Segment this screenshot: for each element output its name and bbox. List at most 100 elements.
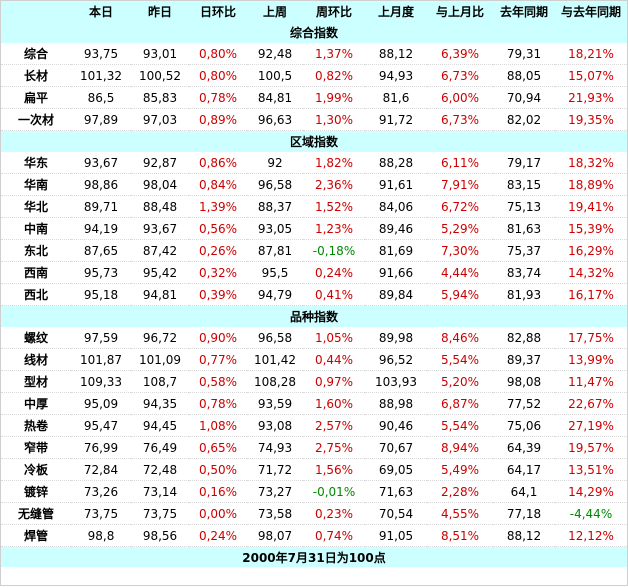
last-week-value: 88,37 (247, 195, 303, 218)
last-month-value: 70,54 (365, 502, 427, 525)
yesterday-value: 93,67 (131, 217, 189, 240)
base-date-note: 2000年7月31日为100点 (1, 546, 627, 567)
month-change: 4,44% (427, 261, 493, 284)
last-week-value: 71,72 (247, 458, 303, 481)
last-year-value: 75,13 (493, 195, 555, 218)
col-header-last-week: 上周 (247, 1, 303, 22)
month-change: 6,11% (427, 152, 493, 174)
last-month-value: 84,06 (365, 195, 427, 218)
week-change: 2,57% (303, 414, 365, 437)
month-change: 8,51% (427, 524, 493, 547)
last-week-value: 93,05 (247, 217, 303, 240)
price-index-table: 本日 昨日 日环比 上周 周环比 上月度 与上月比 去年同期 与去年同期 综合指… (1, 1, 627, 567)
last-week-value: 84,81 (247, 86, 303, 109)
year-change: 22,67% (555, 392, 627, 415)
last-month-value: 90,46 (365, 414, 427, 437)
last-year-value: 81,93 (493, 283, 555, 306)
year-change: 17,75% (555, 327, 627, 349)
day-change: 1,08% (189, 414, 247, 437)
last-year-value: 64,17 (493, 458, 555, 481)
table-row: 一次材 97,89 97,03 0,89% 96,63 1,30% 91,72 6,73% 82… (1, 108, 627, 131)
day-change: 0,24% (189, 524, 247, 547)
last-week-value: 95,5 (247, 261, 303, 284)
table-row: 焊管 98,8 98,56 0,24% 98,07 0,74% 91,05 8,51% 88,1… (1, 524, 627, 547)
last-month-value: 89,84 (365, 283, 427, 306)
week-change: 0,44% (303, 348, 365, 371)
table-row: 螺纹 97,59 96,72 0,90% 96,58 1,05% 89,98 8,46% 82,… (1, 327, 627, 349)
last-week-value: 96,58 (247, 327, 303, 349)
year-change: 16,17% (555, 283, 627, 306)
today-value: 109,33 (71, 370, 131, 393)
last-year-value: 75,37 (493, 239, 555, 262)
month-change: 8,46% (427, 327, 493, 349)
row-name: 扁平 (1, 86, 71, 109)
year-change: 15,07% (555, 64, 627, 87)
table-row: 中南 94,19 93,67 0,56% 93,05 1,23% 89,46 5,29% 81,… (1, 217, 627, 240)
col-header-year-change: 与去年同期 (555, 1, 627, 22)
yesterday-value: 85,83 (131, 86, 189, 109)
footer-row: 2000年7月31日为100点 (1, 546, 627, 567)
today-value: 97,59 (71, 327, 131, 349)
yesterday-value: 87,42 (131, 239, 189, 262)
today-value: 97,89 (71, 108, 131, 131)
table-row: 热卷 95,47 94,45 1,08% 93,08 2,57% 90,46 5,54% 75,… (1, 414, 627, 437)
month-change: 5,29% (427, 217, 493, 240)
last-year-value: 88,12 (493, 524, 555, 547)
week-change: 1,99% (303, 86, 365, 109)
yesterday-value: 96,72 (131, 327, 189, 349)
last-week-value: 101,42 (247, 348, 303, 371)
last-year-value: 98,08 (493, 370, 555, 393)
day-change: 0,32% (189, 261, 247, 284)
last-year-value: 64,1 (493, 480, 555, 503)
year-change: 12,12% (555, 524, 627, 547)
last-year-value: 77,18 (493, 502, 555, 525)
day-change: 0,26% (189, 239, 247, 262)
day-change: 0,84% (189, 173, 247, 196)
month-change: 6,39% (427, 43, 493, 65)
last-year-value: 82,88 (493, 327, 555, 349)
day-change: 0,58% (189, 370, 247, 393)
last-week-value: 100,5 (247, 64, 303, 87)
day-change: 0,00% (189, 502, 247, 525)
year-change: 13,51% (555, 458, 627, 481)
section-title: 区域指数 (1, 130, 627, 152)
last-week-value: 93,59 (247, 392, 303, 415)
today-value: 95,73 (71, 261, 131, 284)
row-name: 西南 (1, 261, 71, 284)
year-change: 11,47% (555, 370, 627, 393)
week-change: 0,24% (303, 261, 365, 284)
day-change: 0,50% (189, 458, 247, 481)
yesterday-value: 94,35 (131, 392, 189, 415)
day-change: 0,80% (189, 43, 247, 65)
week-change: 1,60% (303, 392, 365, 415)
last-month-value: 89,98 (365, 327, 427, 349)
week-change: 1,37% (303, 43, 365, 65)
last-week-value: 94,79 (247, 283, 303, 306)
today-value: 101,32 (71, 64, 131, 87)
month-change: 8,94% (427, 436, 493, 459)
row-name: 螺纹 (1, 327, 71, 349)
day-change: 0,77% (189, 348, 247, 371)
yesterday-value: 98,04 (131, 173, 189, 196)
week-change: 1,05% (303, 327, 365, 349)
day-change: 0,16% (189, 480, 247, 503)
row-name: 一次材 (1, 108, 71, 131)
row-name: 西北 (1, 283, 71, 306)
day-change: 0,39% (189, 283, 247, 306)
yesterday-value: 73,75 (131, 502, 189, 525)
day-change: 0,78% (189, 86, 247, 109)
year-change: 19,41% (555, 195, 627, 218)
row-name: 冷板 (1, 458, 71, 481)
section-title: 品种指数 (1, 305, 627, 327)
last-year-value: 83,15 (493, 173, 555, 196)
table-row: 镀锌 73,26 73,14 0,16% 73,27 -0,01% 71,63 2,28% 64… (1, 480, 627, 503)
row-name: 焊管 (1, 524, 71, 547)
table-row: 综合 93,75 93,01 0,80% 92,48 1,37% 88,12 6,39% 79,… (1, 43, 627, 65)
year-change: -4,44% (555, 502, 627, 525)
col-header-last-month: 上月度 (365, 1, 427, 22)
year-change: 13,99% (555, 348, 627, 371)
table-row: 扁平 86,5 85,83 0,78% 84,81 1,99% 81,6 6,00% 70,94… (1, 86, 627, 109)
today-value: 89,71 (71, 195, 131, 218)
year-change: 14,32% (555, 261, 627, 284)
row-name: 线材 (1, 348, 71, 371)
